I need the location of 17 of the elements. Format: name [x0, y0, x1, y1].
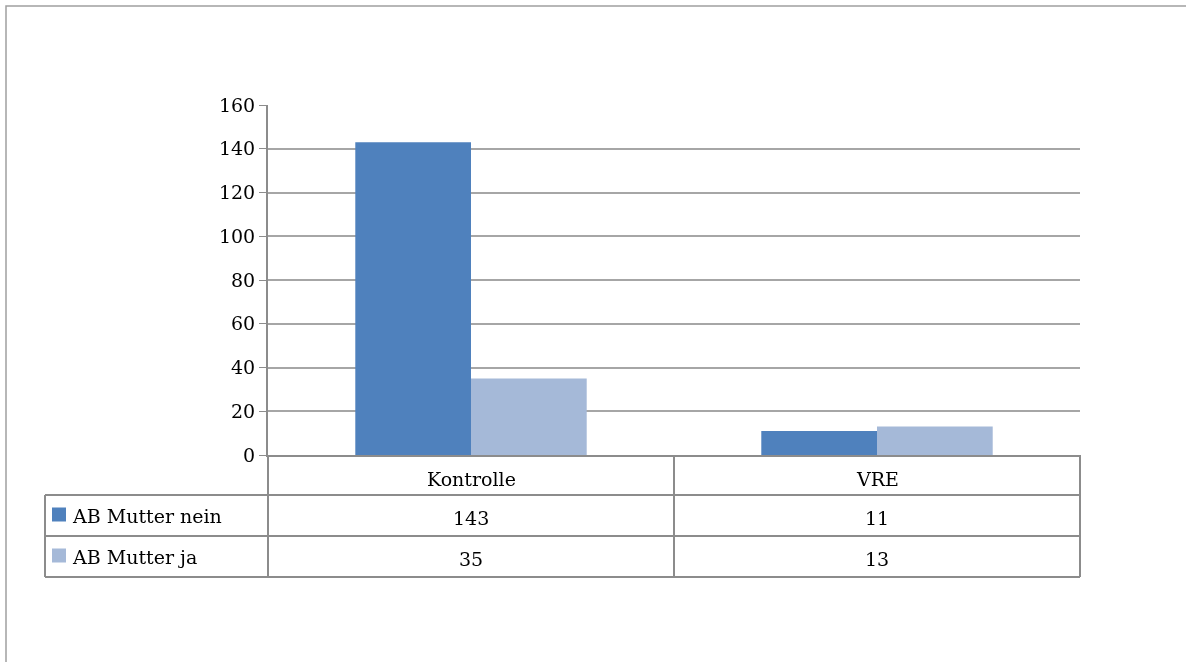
x-tick-label: Kontrolle: [427, 468, 516, 490]
y-tick-label: 120: [218, 181, 256, 204]
data-label: 35: [459, 548, 484, 570]
y-tick-label: 160: [218, 93, 256, 116]
data-label: 143: [453, 507, 490, 529]
legend-label: AB Mutter ja: [72, 546, 198, 568]
legend-label: AB Mutter nein: [72, 505, 222, 527]
y-tick-label: 80: [231, 268, 256, 291]
y-tick-label: 20: [231, 399, 256, 422]
data-label: 13: [865, 548, 890, 570]
y-tick-label: 60: [231, 312, 256, 335]
y-tick-label: 140: [218, 137, 256, 160]
y-tick-label: 100: [218, 224, 256, 247]
y-tick-label: 40: [231, 356, 256, 379]
data-label: 11: [865, 507, 890, 529]
x-tick-label: VRE: [856, 468, 899, 490]
y-tick-label: 0: [243, 443, 256, 466]
